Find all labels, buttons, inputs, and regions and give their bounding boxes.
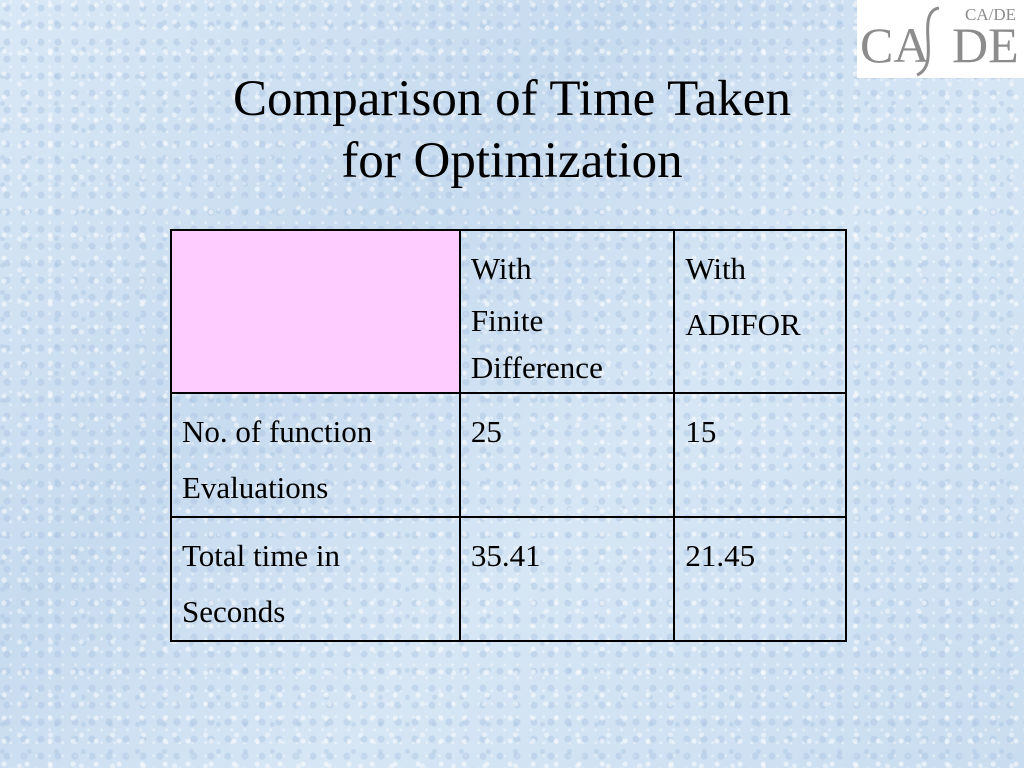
row-label-function-evaluations: No. of function Evaluations bbox=[170, 392, 461, 518]
logo-text-right: DE bbox=[952, 17, 1019, 73]
row-label-line-2: Evaluations bbox=[182, 470, 329, 505]
header-finite-difference-line-2: Finite bbox=[470, 303, 544, 338]
row-label-line-1: No. of function bbox=[182, 414, 373, 449]
cell-adifor-evaluations: 15 bbox=[673, 392, 847, 518]
cell-finite-difference-time: 35.41 bbox=[458, 516, 676, 642]
cell-finite-difference-evaluations: 25 bbox=[458, 392, 676, 518]
slide-title-line-1: Comparison of Time Taken bbox=[233, 71, 791, 127]
cade-logo: CA DE CA/DE bbox=[857, 0, 1024, 78]
cade-logo-graphic: CA DE CA/DE bbox=[860, 5, 1019, 77]
table-header-row: With Finite Difference With ADIFOR bbox=[170, 229, 847, 394]
row-label-line-1: Total time in bbox=[182, 538, 340, 573]
logo-small-text: CA/DE bbox=[965, 5, 1016, 24]
table-row: No. of function Evaluations 25 15 bbox=[170, 392, 847, 518]
slide-title: Comparison of Time Taken for Optimizatio… bbox=[100, 68, 924, 192]
header-adifor: With ADIFOR bbox=[673, 229, 847, 394]
table-corner-cell bbox=[170, 229, 461, 394]
row-label-total-time: Total time in Seconds bbox=[170, 516, 461, 642]
cell-adifor-time: 21.45 bbox=[673, 516, 847, 642]
logo-integral-icon bbox=[916, 6, 940, 77]
header-finite-difference-line-1: With bbox=[470, 251, 532, 286]
header-finite-difference: With Finite Difference bbox=[458, 229, 676, 394]
header-adifor-line-1: With bbox=[685, 251, 747, 286]
header-adifor-line-2: ADIFOR bbox=[685, 307, 801, 342]
table-row: Total time in Seconds 35.41 21.45 bbox=[170, 516, 847, 642]
slide-title-line-2: for Optimization bbox=[341, 133, 683, 189]
row-label-line-2: Seconds bbox=[182, 594, 286, 629]
logo-text-left: CA bbox=[860, 17, 929, 73]
header-finite-difference-line-3: Difference bbox=[470, 350, 603, 385]
comparison-table: With Finite Difference With ADIFOR No. o… bbox=[170, 229, 847, 642]
